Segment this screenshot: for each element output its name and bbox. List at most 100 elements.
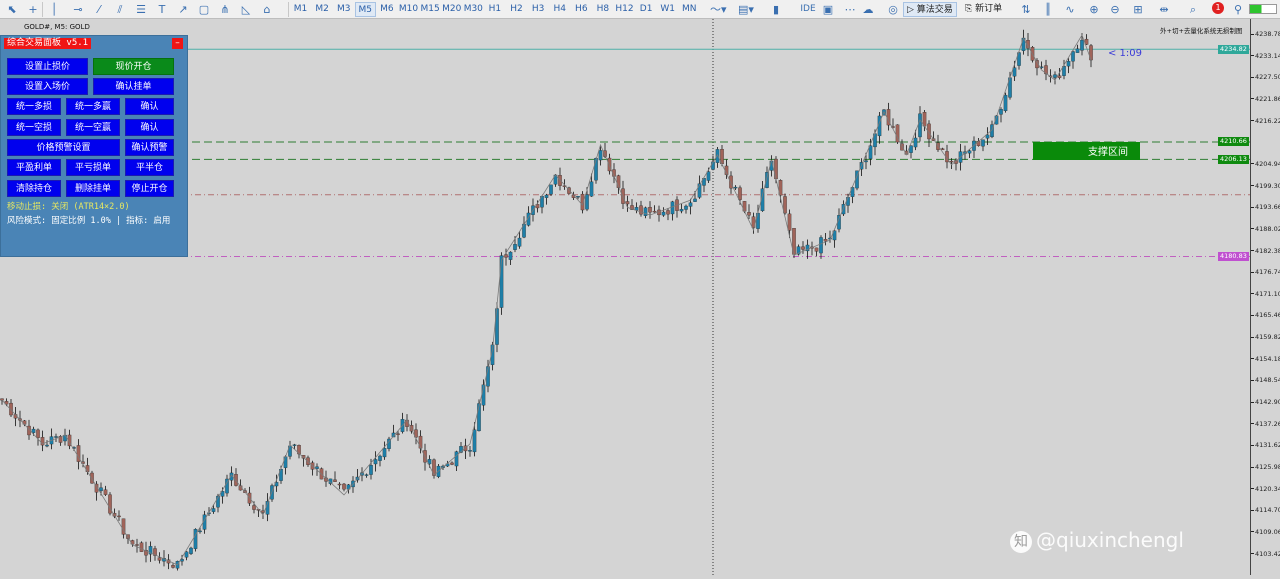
timeframe-m2[interactable]: M2	[315, 4, 329, 14]
price-chart[interactable]	[0, 19, 1280, 575]
panel-button[interactable]: 平亏损单	[66, 159, 120, 176]
candle	[675, 196, 679, 218]
ide-button[interactable]: IDE	[800, 4, 816, 14]
algo-trading-button[interactable]: ▷ 算法交易	[903, 2, 957, 17]
timeframe-d1[interactable]: D1	[639, 4, 653, 14]
text-icon[interactable]: T	[158, 3, 166, 16]
panel-button[interactable]: 确认预警	[125, 139, 174, 156]
candle	[526, 206, 531, 227]
timeframe-m6[interactable]: M6	[380, 4, 394, 14]
one-click-trading-icon[interactable]: ▮	[772, 3, 780, 16]
vertical-line-icon[interactable]: │	[50, 3, 58, 16]
candle	[144, 541, 148, 563]
timeframe-h8[interactable]: H8	[596, 4, 610, 14]
timeframe-h2[interactable]: H2	[510, 4, 523, 14]
timeframe-m15[interactable]: M15	[420, 4, 440, 14]
panel-button[interactable]: 确认	[125, 98, 174, 115]
timeframe-m5[interactable]: M5	[354, 2, 376, 17]
pitchfork-icon[interactable]: ⋔	[220, 3, 230, 16]
candle	[670, 200, 675, 221]
candle	[288, 440, 292, 460]
candle	[972, 136, 976, 159]
zoom-in-icon[interactable]: ⊕	[1089, 3, 1099, 16]
trailing-stop-status: 移动止损: 关闭 (ATR14×2.0)	[7, 202, 130, 212]
timeframe-h1[interactable]: H1	[488, 4, 502, 14]
zoom-out-icon[interactable]: ⊖	[1110, 3, 1120, 16]
timeframe-m30[interactable]: M30	[463, 4, 483, 14]
pointer-icon[interactable]: ⬉	[7, 3, 17, 16]
fingerprint-icon[interactable]: ◎	[888, 3, 898, 16]
candlestick-chart[interactable]	[0, 19, 1250, 575]
new-order-button[interactable]: ⎘ 新订单	[965, 4, 1003, 14]
candle	[895, 124, 900, 144]
search-icon[interactable]: ⌕	[1189, 3, 1197, 16]
candle	[9, 398, 13, 417]
candle	[747, 204, 751, 219]
candle	[814, 247, 819, 257]
panel-button[interactable]: 现价开仓	[93, 58, 174, 75]
panel-button[interactable]: 设置止损价	[7, 58, 88, 75]
tile-windows-icon[interactable]: ⊞	[1133, 3, 1143, 16]
line-chart-icon[interactable]: ∿	[1065, 3, 1075, 16]
candle	[819, 235, 823, 259]
panel-button[interactable]: 删除挂单	[66, 180, 120, 197]
indicators-icon[interactable]: 〜▾	[710, 3, 727, 16]
market-icon[interactable]: ▣	[822, 3, 834, 16]
panel-button[interactable]: 停止开仓	[125, 180, 174, 197]
crosshair-icon[interactable]: +	[28, 3, 38, 16]
panel-button[interactable]: 确认挂单	[93, 78, 174, 95]
vps-icon[interactable]: ☁	[862, 3, 874, 16]
trendline-icon[interactable]: ⁄	[98, 3, 100, 16]
candle	[1057, 67, 1062, 80]
timeframe-h4[interactable]: H4	[553, 4, 566, 14]
panel-button[interactable]: 平盈利单	[7, 159, 61, 176]
templates-icon[interactable]: ▤▾	[738, 3, 754, 16]
timeframe-w1[interactable]: W1	[660, 4, 675, 14]
timeframe-h12[interactable]: H12	[615, 4, 634, 14]
timeframe-m10[interactable]: M10	[398, 4, 419, 14]
panel-button[interactable]: 统一空损	[7, 119, 61, 136]
candle	[594, 157, 598, 184]
shapes-menu-icon[interactable]: ⌂	[263, 3, 271, 16]
horizontal-line-icon[interactable]: ⊸	[73, 3, 83, 16]
panel-button[interactable]: 统一空赢	[66, 119, 120, 136]
panel-button[interactable]: 统一多赢	[66, 98, 120, 115]
triangle-icon[interactable]: ◺	[241, 3, 251, 16]
timeframe-h3[interactable]: H3	[531, 4, 545, 14]
panel-button[interactable]: 确认	[125, 119, 174, 136]
panel-button[interactable]: 平半仓	[125, 159, 174, 176]
price-axis[interactable]: 4238.78 4233.14 4227.50 4221.86 4216.22 4204.…	[1250, 19, 1280, 575]
signal-strength-icon[interactable]: ⚲	[1233, 3, 1243, 16]
timeframe-mn[interactable]: MN	[682, 4, 697, 14]
candle	[796, 244, 801, 256]
panel-close-button[interactable]: –	[172, 38, 183, 49]
candle	[733, 185, 738, 191]
candle	[391, 424, 396, 438]
candle	[1062, 59, 1066, 80]
timeframe-m1[interactable]: M1	[293, 4, 308, 14]
timeframe-m20[interactable]: M20	[442, 4, 462, 14]
signals-icon[interactable]: ⋯	[844, 3, 856, 16]
autoscroll-icon[interactable]: ⇹	[1159, 3, 1169, 16]
candle	[625, 195, 630, 212]
fibonacci-icon[interactable]: ☰	[136, 3, 146, 16]
candles-icon[interactable]: ║	[1044, 3, 1052, 16]
timeframe-m3[interactable]: M3	[336, 4, 351, 14]
candle	[918, 106, 922, 142]
price-tick: 4137.26	[1251, 420, 1280, 428]
notification-badge[interactable]: 1	[1212, 2, 1224, 14]
parallel-channel-icon[interactable]: ⫽	[117, 3, 123, 16]
panel-button[interactable]: 清除持仓	[7, 180, 61, 197]
panel-button[interactable]: 统一多损	[7, 98, 61, 115]
arrow-icon[interactable]: ↗	[178, 3, 188, 16]
candle	[1044, 59, 1048, 81]
candle	[985, 127, 990, 146]
panel-button[interactable]: 价格预警设置	[7, 139, 120, 156]
candle	[522, 216, 526, 239]
depth-icon[interactable]: ⇅	[1021, 3, 1031, 16]
rectangle-icon[interactable]: ▢	[198, 3, 210, 16]
timeframe-h6[interactable]: H6	[575, 4, 588, 14]
candle	[175, 560, 180, 571]
panel-button[interactable]: 设置入场价	[7, 78, 88, 95]
candle	[544, 193, 549, 205]
